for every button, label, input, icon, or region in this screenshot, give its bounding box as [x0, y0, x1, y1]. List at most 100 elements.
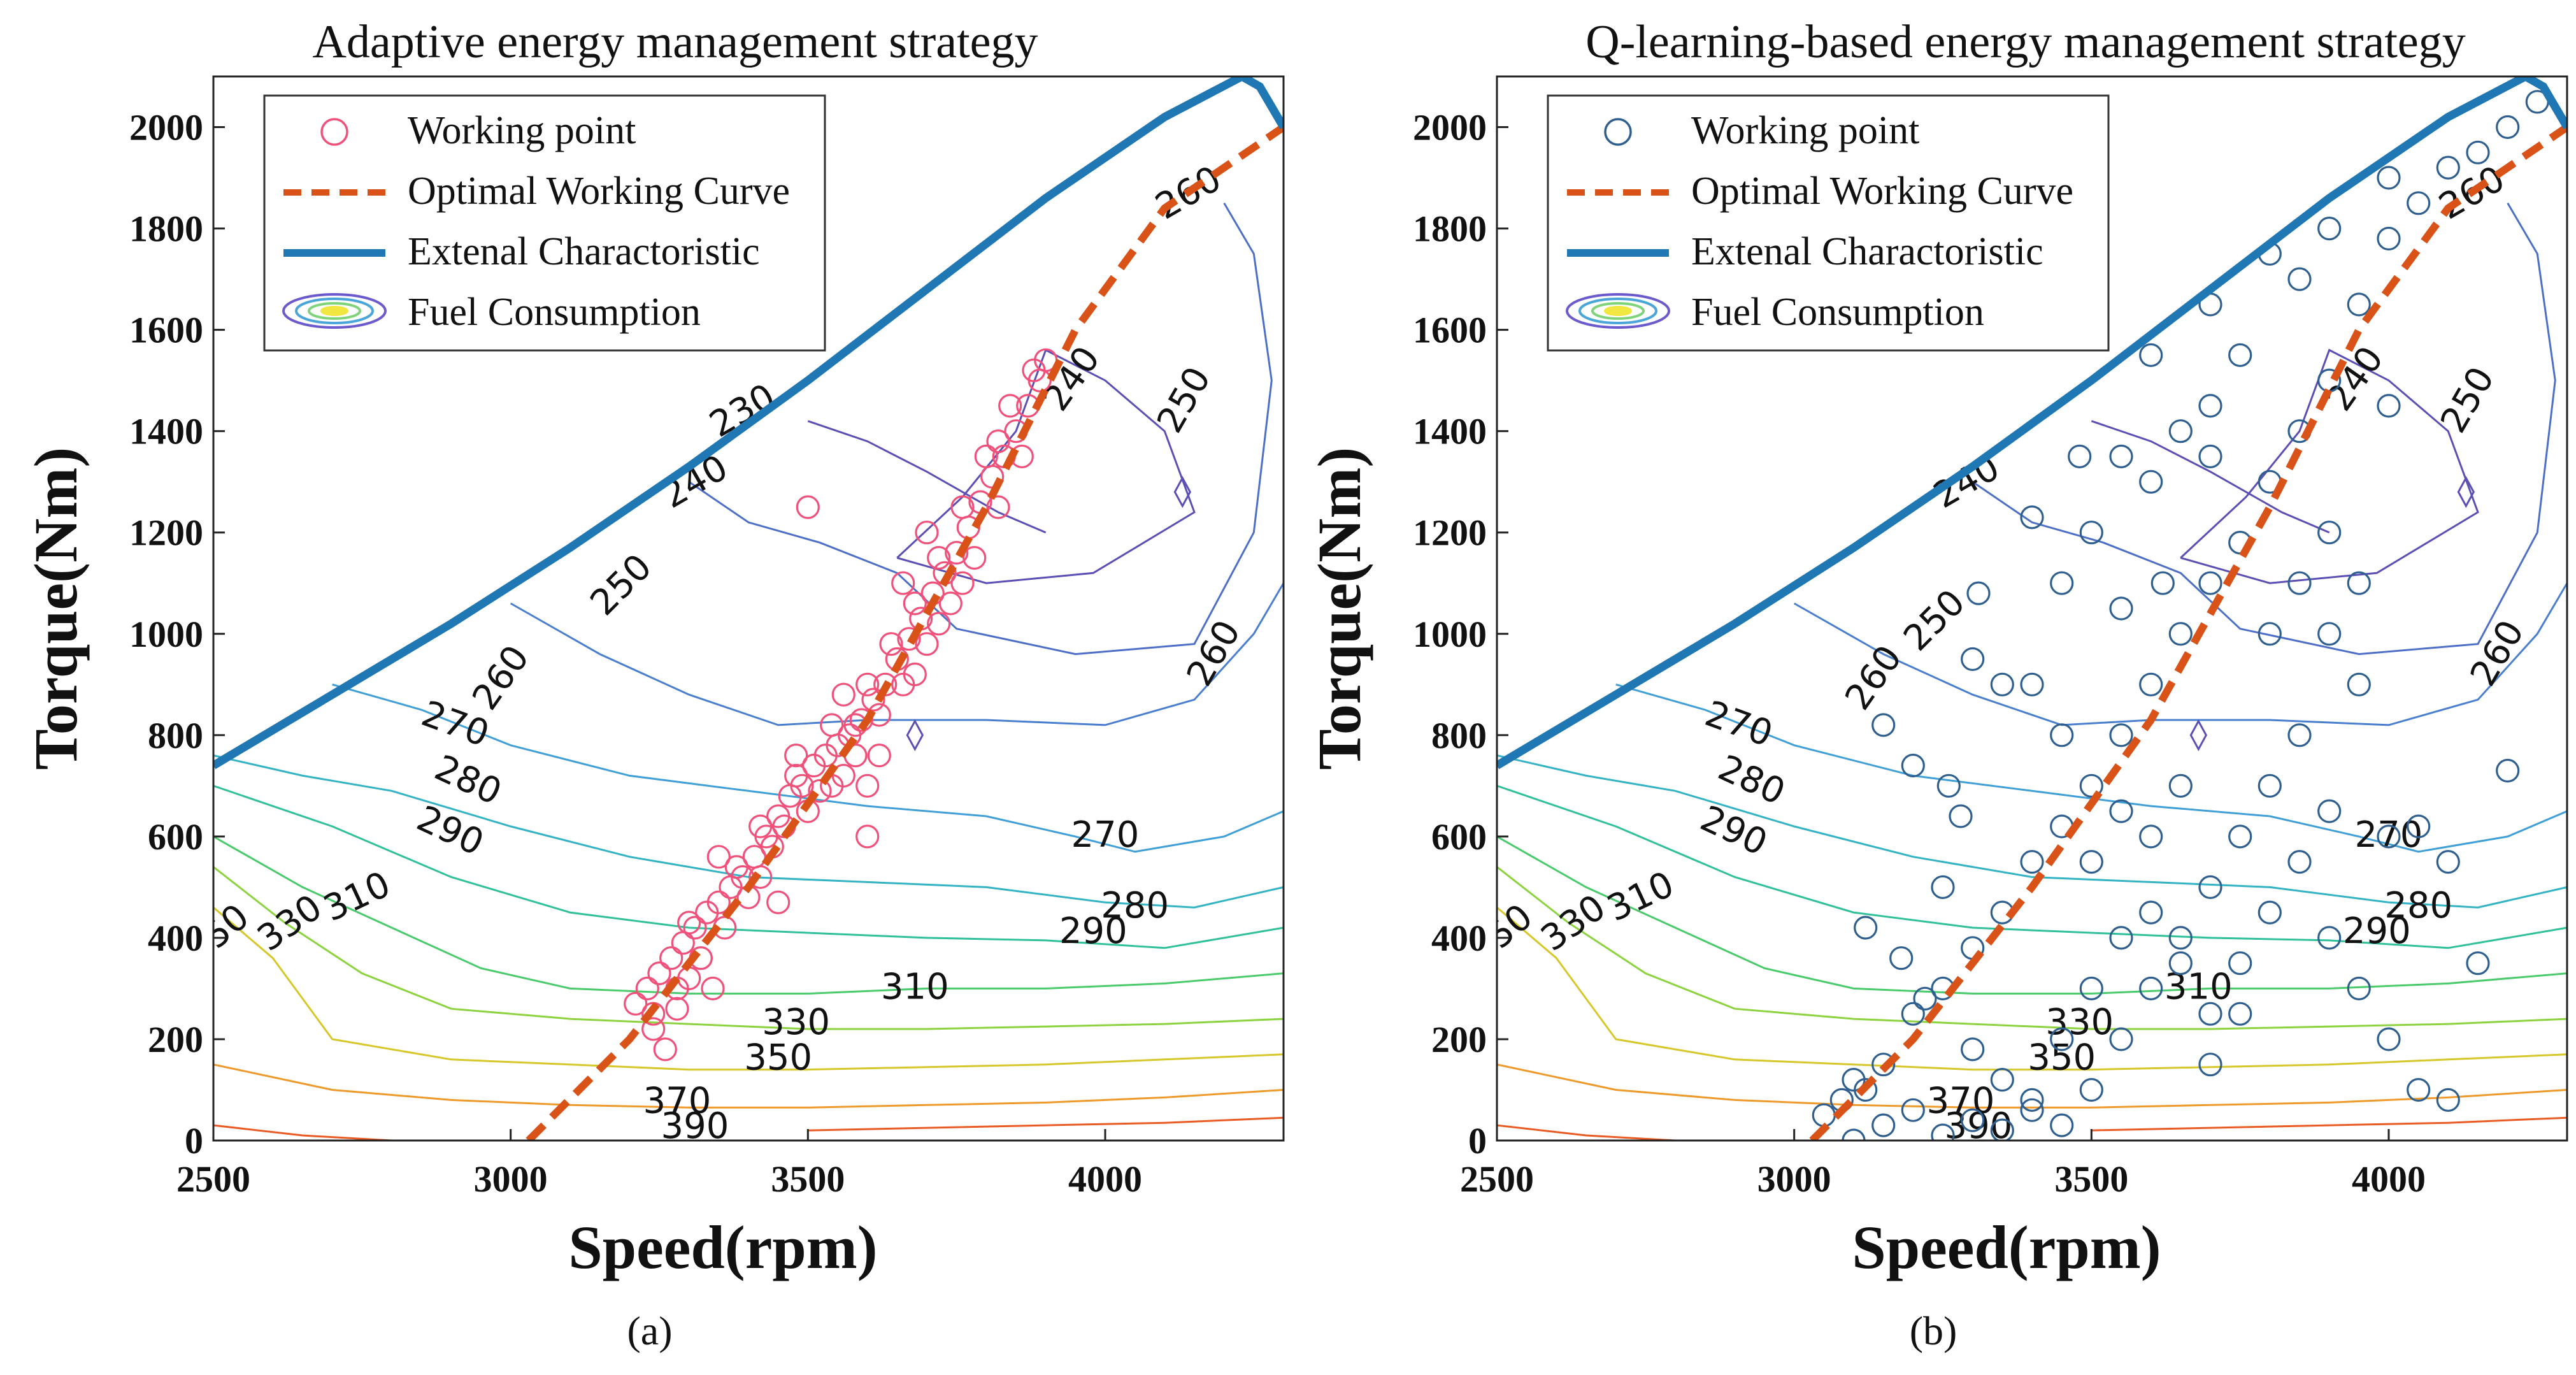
- contour-line-250: [688, 203, 1273, 656]
- contour-label-280: 280: [2384, 885, 2452, 926]
- working-point: [849, 708, 873, 732]
- legend-marker-working-point: [1604, 118, 1632, 146]
- working-point: [2079, 976, 2103, 1001]
- contour-label-270: 270: [1699, 693, 1778, 756]
- working-point: [647, 961, 671, 986]
- working-point: [2168, 419, 2193, 443]
- working-point: [2139, 976, 2163, 1001]
- contour-line-390: [808, 1116, 1284, 1132]
- contour-label-280: 280: [1101, 885, 1169, 926]
- working-point: [2496, 758, 2520, 783]
- contour-line-350: [213, 907, 1284, 1071]
- working-point: [784, 743, 808, 768]
- contour-diamond: [1173, 475, 1192, 508]
- contour-label-330: 330: [2045, 1002, 2114, 1043]
- working-point: [1961, 1037, 1985, 1062]
- y-tick-label: 1000: [129, 614, 203, 655]
- working-point: [659, 946, 683, 970]
- working-point: [1913, 986, 1937, 1011]
- working-point: [2436, 155, 2460, 180]
- working-point: [861, 688, 885, 712]
- working-point: [2407, 191, 2431, 215]
- contour-label-250: 250: [1896, 582, 1973, 659]
- contour-line-250: [1971, 203, 2556, 656]
- working-point: [2109, 799, 2133, 823]
- x-tick-label: 2500: [1460, 1158, 1534, 1200]
- y-tick-label: 600: [1431, 816, 1487, 858]
- y-tick-label: 1800: [1413, 208, 1487, 250]
- y-tick-label: 2000: [129, 107, 203, 148]
- y-tick-label: 200: [1431, 1019, 1487, 1060]
- panel-b: Q-learning-based energy management strat…: [1305, 16, 2568, 1353]
- working-point: [766, 890, 791, 914]
- contour-label-290: 290: [1059, 911, 1127, 952]
- y-tick-label: 1400: [1413, 411, 1487, 452]
- working-point: [2168, 951, 2193, 975]
- contour-label-350: 350: [2028, 1037, 2096, 1079]
- working-point: [903, 662, 927, 687]
- external-characteristic-curve: [213, 76, 1284, 770]
- working-point: [2377, 226, 2401, 251]
- plot-frame: [212, 75, 1285, 1142]
- working-point: [2050, 571, 2074, 595]
- working-point: [2287, 723, 2312, 747]
- working-point: [701, 976, 725, 1001]
- working-point: [2079, 521, 2103, 545]
- working-point: [1990, 1118, 2014, 1141]
- working-point: [671, 931, 695, 955]
- legend-label: Extenal Charactoristic: [1691, 230, 2043, 273]
- x-axis-label: Speed(rpm): [1852, 1213, 2161, 1281]
- working-point: [2466, 951, 2490, 975]
- contour-label-260: 260: [1179, 614, 1249, 693]
- contour-label-370: 370: [1927, 1080, 1995, 1121]
- y-tick-label: 1600: [129, 310, 203, 351]
- working-point: [897, 627, 921, 651]
- working-point: [2168, 622, 2193, 646]
- y-axis-label: Torque(Nm): [22, 447, 90, 770]
- working-point: [2198, 875, 2222, 900]
- y-tick-label: 600: [148, 816, 203, 858]
- working-point: [2228, 824, 2252, 849]
- contour-line-270: [332, 683, 1284, 853]
- working-point: [1854, 1077, 1878, 1102]
- working-point: [2109, 1027, 2133, 1051]
- legend: Working point Optimal Working Curve Extena…: [1547, 94, 2110, 352]
- legend-label: Working point: [408, 109, 636, 152]
- working-point: [1889, 946, 1914, 970]
- working-point: [2377, 824, 2401, 849]
- y-tick-label: 800: [148, 715, 203, 756]
- working-point: [1949, 804, 1973, 828]
- contour-line-260: [1793, 582, 2567, 726]
- working-point: [945, 540, 969, 565]
- working-point: [2317, 217, 2342, 241]
- working-point: [2150, 571, 2175, 595]
- x-tick-label: 2500: [176, 1158, 250, 1200]
- working-point: [653, 1037, 677, 1062]
- legend-marker-fuel-ellipse: [320, 306, 348, 316]
- working-point: [950, 571, 975, 595]
- working-point: [950, 495, 975, 519]
- chart-title: Adaptive energy management strategy: [312, 16, 1038, 68]
- contour-diamond: [906, 719, 924, 751]
- working-point: [2198, 571, 2222, 595]
- working-point: [2139, 470, 2163, 494]
- working-point: [2109, 444, 2133, 469]
- working-point: [855, 672, 880, 696]
- contour-label-330: 330: [762, 1002, 830, 1043]
- working-point: [2317, 926, 2342, 950]
- chart-title: Q-learning-based energy management strat…: [1585, 16, 2465, 68]
- contour-line-390: [1497, 1124, 1676, 1141]
- contour-line-390: [2091, 1116, 2567, 1132]
- working-point: [2139, 343, 2163, 368]
- contour-line-230: [896, 349, 1196, 584]
- optimal-working-curve: [1809, 124, 2567, 1141]
- legend-marker-fuel-ellipse: [295, 298, 374, 324]
- working-point: [2258, 622, 2282, 646]
- working-point: [2228, 343, 2252, 368]
- working-point: [915, 521, 939, 545]
- contour-line-290: [1497, 784, 2567, 949]
- working-point: [1871, 713, 1896, 737]
- working-point: [2407, 1077, 2431, 1102]
- legend-marker-fuel-ellipse: [282, 293, 387, 329]
